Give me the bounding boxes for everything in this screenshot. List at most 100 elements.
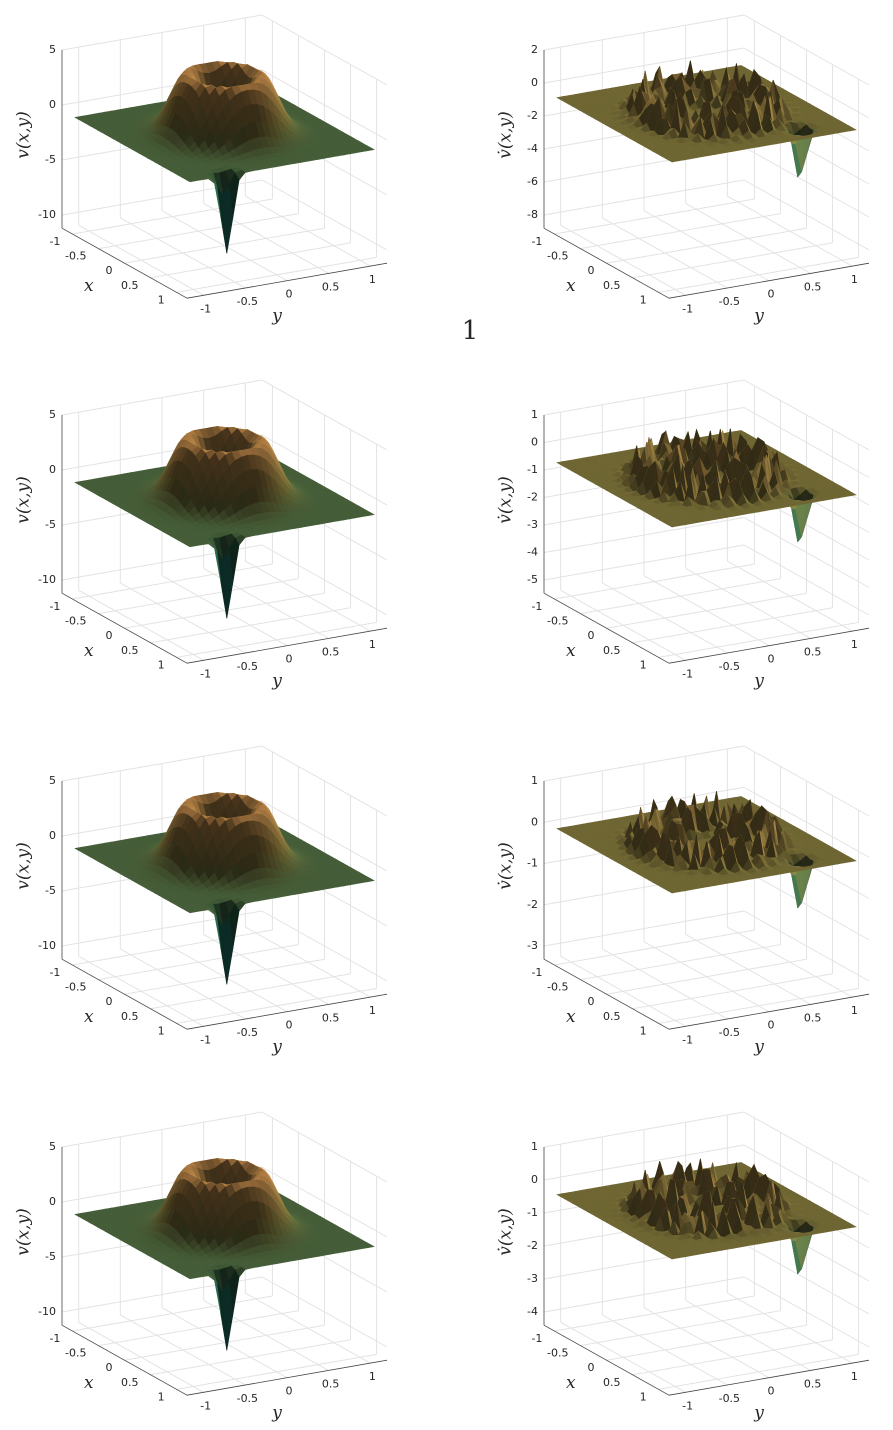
y-tick-label: 1 — [851, 1004, 858, 1017]
x-tick-label: 0 — [588, 264, 595, 277]
y-tick-label: 1 — [851, 273, 858, 286]
z-tick-label: -5 — [45, 518, 56, 531]
x-tick-label: -1 — [49, 600, 60, 613]
y-tick-label: 0 — [286, 1019, 293, 1032]
z-tick-label: 0 — [531, 815, 538, 828]
y-tick-label: -1 — [682, 1033, 693, 1046]
x-axis-label: x — [84, 641, 94, 661]
grid-line — [644, 576, 769, 646]
x-tick-label: -1 — [531, 600, 542, 613]
y-tick-label: 0.5 — [322, 645, 340, 658]
chart: -10-505-1-0.500.51-1-0.500.51v(x,y)xy — [14, 380, 388, 691]
x-tick-label: 1 — [158, 658, 165, 671]
z-tick-label: -2 — [527, 109, 538, 122]
y-tick-label: 0 — [768, 1019, 775, 1032]
z-tick-label: -4 — [527, 546, 538, 559]
z-tick-label: 5 — [49, 408, 56, 421]
x-tick-label: -1 — [49, 235, 60, 248]
y-axis-label: y — [753, 671, 764, 691]
z-tick-label: 0 — [49, 829, 56, 842]
grid-line — [602, 218, 727, 288]
y-tick-label: -0.5 — [237, 660, 258, 673]
x-tick-label: 0.5 — [603, 279, 621, 292]
z-tick-label: -6 — [527, 175, 538, 188]
y-tick-label: -1 — [200, 1033, 211, 1046]
y-tick-label: -0.5 — [719, 660, 740, 673]
x-tick-label: 1 — [158, 1024, 165, 1037]
x-tick-label: -1 — [49, 966, 60, 979]
grid-line — [79, 590, 204, 660]
grid-line — [644, 211, 769, 281]
chart: -5-4-3-2-101-1-0.500.51-1-0.500.51v̇(x,y… — [496, 380, 870, 691]
page-number: 1 — [462, 316, 479, 346]
y-axis-label: y — [753, 306, 764, 326]
x-tick-label: 0 — [588, 629, 595, 642]
x-tick-label: 0.5 — [121, 644, 139, 657]
z-tick-label: 1 — [531, 408, 538, 421]
y-tick-label: 0.5 — [804, 280, 822, 293]
grid-line — [644, 942, 769, 1012]
y-tick-label: -0.5 — [719, 1026, 740, 1039]
grid-line — [79, 956, 204, 1026]
y-tick-label: 0 — [768, 288, 775, 301]
x-tick-label: -1 — [531, 235, 542, 248]
x-tick-label: 1 — [640, 658, 647, 671]
z-tick-label: 5 — [49, 43, 56, 56]
x-tick-label: 1 — [640, 293, 647, 306]
figure: 1 -10-505-1-0.500.51-1-0.500.51v(x,y)xy-… — [0, 0, 893, 1430]
x-tick-label: 0 — [106, 264, 113, 277]
y-tick-label: -1 — [682, 667, 693, 680]
chart: -8-6-4-202-1-0.500.51-1-0.500.51v̇(x,y)x… — [496, 15, 870, 326]
grid-line — [245, 561, 370, 631]
x-tick-label: 0.5 — [603, 644, 621, 657]
x-axis-label: x — [84, 1007, 94, 1027]
y-tick-label: 0.5 — [804, 1011, 822, 1024]
y-axis-label: y — [271, 671, 282, 691]
chart: -10-505-1-0.500.51-1-0.500.51v(x,y)xy — [14, 15, 388, 326]
y-tick-label: 1 — [369, 638, 376, 651]
z-tick-label: -10 — [38, 939, 56, 952]
x-tick-label: 0 — [106, 629, 113, 642]
grid-line — [686, 203, 811, 273]
x-tick-label: -0.5 — [65, 250, 86, 263]
grid-line — [602, 583, 727, 653]
z-tick-label: -3 — [527, 518, 538, 531]
grid-line — [245, 196, 370, 266]
y-tick-label: -0.5 — [237, 295, 258, 308]
z-tick-label: -1 — [527, 463, 538, 476]
z-tick-label: -4 — [527, 142, 538, 155]
chart: -10-505-1-0.500.51-1-0.500.51v(x,y)xy — [14, 746, 388, 1057]
z-tick-label: -2 — [527, 491, 538, 504]
z-tick-label: 0 — [531, 76, 538, 89]
z-axis-label: v(x,y) — [14, 842, 34, 889]
x-axis-label: x — [566, 641, 576, 661]
y-tick-label: -1 — [200, 667, 211, 680]
z-axis-label: v(x,y) — [14, 111, 34, 158]
z-tick-label: 5 — [49, 774, 56, 787]
x-tick-label: 0 — [588, 995, 595, 1008]
grid-line — [561, 956, 686, 1026]
grid-line — [561, 590, 686, 660]
y-tick-label: 0 — [286, 653, 293, 666]
z-tick-label: -1 — [527, 857, 538, 870]
grid-line — [79, 225, 204, 295]
z-axis-label: v̇(x,y) — [496, 111, 516, 158]
z-tick-label: -5 — [45, 884, 56, 897]
grid-line — [561, 225, 686, 295]
chart: -3-2-101-1-0.500.51-1-0.500.51v̇(x,y)xy — [496, 746, 870, 1057]
y-tick-label: -0.5 — [719, 295, 740, 308]
z-tick-label: 2 — [531, 43, 538, 56]
z-tick-label: -8 — [527, 208, 538, 221]
x-tick-label: -1 — [531, 966, 542, 979]
y-tick-label: 1 — [851, 638, 858, 651]
x-axis-label: x — [566, 276, 576, 296]
z-tick-label: 0 — [531, 436, 538, 449]
grid-line — [686, 568, 811, 638]
y-tick-label: -0.5 — [237, 1026, 258, 1039]
z-tick-label: -2 — [527, 898, 538, 911]
x-tick-label: -0.5 — [65, 981, 86, 994]
y-tick-label: 0.5 — [322, 280, 340, 293]
z-tick-label: 0 — [49, 98, 56, 111]
x-axis-label: x — [84, 276, 94, 296]
grid-line — [727, 927, 852, 997]
